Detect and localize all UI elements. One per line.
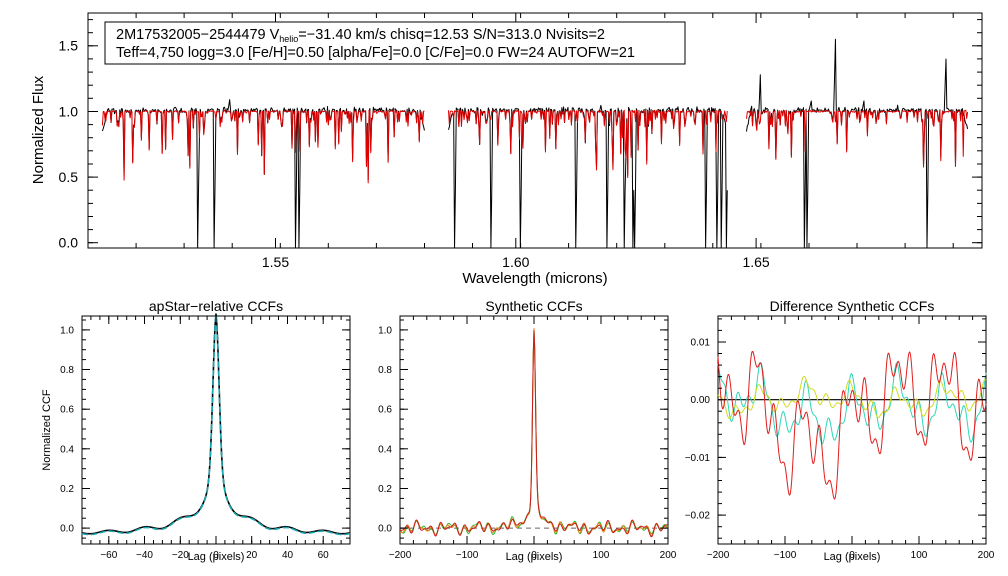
x-tick-label: 0 bbox=[849, 550, 855, 561]
spectrum-y-axis-label: Normalized Flux bbox=[30, 75, 47, 184]
y-tick-label: 1.0 bbox=[59, 103, 79, 119]
x-tick-label: −200 bbox=[707, 550, 730, 561]
y-tick-label: 0.8 bbox=[378, 365, 392, 376]
y-tick-label: 0.6 bbox=[60, 405, 74, 416]
synthetic-ccf-line-green bbox=[399, 328, 669, 536]
difference-ccf-marks bbox=[717, 350, 987, 500]
apstar-ccf-y-axis-label: Normalized CCF bbox=[41, 389, 53, 471]
synthetic-ccf-title: Synthetic CCFs bbox=[485, 298, 582, 314]
apstar-ccf-title: apStar−relative CCFs bbox=[149, 298, 283, 314]
difference-ccf-line-yellow bbox=[717, 375, 987, 420]
difference-ccf-panel: Difference Synthetic CCFs −200 −100 0 100 20… bbox=[685, 298, 995, 563]
observed-spectrum-chip-3 bbox=[745, 38, 969, 249]
synthetic-ccf-line-red bbox=[399, 330, 669, 538]
apstar-ccf-x-axis-label: Lag (pixels) bbox=[188, 551, 245, 563]
difference-ccf-x-axis-label: Lag (pixels) bbox=[824, 551, 881, 563]
synthetic-ccf-panel: Synthetic CCFs −200 −100 0 100 200 0.0 0.2 0.4 0… bbox=[378, 298, 677, 563]
synthetic-ccf-line-orange bbox=[399, 327, 669, 537]
synthetic-ccf-marks bbox=[399, 327, 669, 538]
difference-ccf-line-red bbox=[717, 350, 987, 500]
annotation-box bbox=[104, 21, 686, 65]
spectrum-ticks: 1.55 1.60 1.65 0.0 0.5 1.0 1.5 bbox=[59, 13, 982, 270]
y-tick-label: 0.0 bbox=[59, 235, 79, 251]
x-tick-label: 1.60 bbox=[502, 254, 529, 270]
y-tick-label: −0.01 bbox=[685, 453, 711, 464]
y-tick-label: 0.6 bbox=[378, 405, 392, 416]
y-tick-label: 0.4 bbox=[60, 444, 74, 455]
x-tick-label: −60 bbox=[100, 550, 117, 561]
y-tick-label: 1.0 bbox=[60, 325, 74, 336]
spectrum-plot-frame bbox=[87, 12, 983, 249]
difference-ccf-line-cyan bbox=[717, 362, 987, 445]
spectrum-x-axis-label: Wavelength (microns) bbox=[462, 270, 607, 287]
y-tick-label: 1.0 bbox=[378, 325, 392, 336]
synthetic-ccf-x-axis-label: Lag (pixels) bbox=[506, 551, 563, 563]
y-tick-label: 1.5 bbox=[59, 38, 79, 54]
y-tick-label: 0.0 bbox=[60, 524, 74, 535]
apstar-ccf-visit-line bbox=[81, 314, 351, 536]
y-tick-label: 0.8 bbox=[60, 365, 74, 376]
x-tick-label: 100 bbox=[593, 550, 610, 561]
difference-ccf-title: Difference Synthetic CCFs bbox=[770, 298, 935, 314]
x-tick-label: 200 bbox=[978, 550, 995, 561]
y-tick-label: −0.02 bbox=[685, 511, 711, 522]
observed-spectrum-chip-2 bbox=[447, 104, 728, 249]
x-tick-label: 20 bbox=[246, 550, 258, 561]
difference-ccf-plot-frame bbox=[717, 315, 987, 545]
model-spectrum-chip-2 bbox=[447, 109, 728, 179]
difference-ccf-ticks: −200 −100 0 100 200 −0.02 −0.01 0.00 0.01 bbox=[685, 316, 995, 561]
y-tick-label: 0.4 bbox=[378, 444, 392, 455]
synthetic-ccf-plot-frame bbox=[399, 315, 669, 545]
model-spectrum-chip-1 bbox=[101, 109, 425, 184]
x-tick-label: 200 bbox=[660, 550, 677, 561]
y-tick-label: 0.2 bbox=[60, 484, 74, 495]
x-tick-label: 1.65 bbox=[742, 254, 769, 270]
apstar-ccf-marks bbox=[81, 313, 351, 536]
annotation-line-2: Teff=4,750 logg=3.0 [Fe/H]=0.50 [alpha/F… bbox=[116, 45, 635, 61]
spectrum-marks bbox=[101, 38, 969, 249]
x-tick-label: 0 bbox=[531, 550, 537, 561]
x-tick-label: 1.55 bbox=[262, 254, 289, 270]
model-spectrum-chip-3 bbox=[745, 109, 969, 168]
y-tick-label: 0.00 bbox=[691, 395, 711, 406]
y-tick-label: 0.01 bbox=[691, 338, 711, 349]
x-tick-label: 40 bbox=[282, 550, 294, 561]
apstar-ccf-panel: apStar−relative CCFs −60 −40 −20 0 20 40 60 0.0… bbox=[41, 298, 351, 563]
apstar-ccf-line bbox=[81, 313, 351, 535]
y-tick-label: 0.2 bbox=[378, 484, 392, 495]
x-tick-label: −20 bbox=[172, 550, 189, 561]
apstar-ccf-ticks: −60 −40 −20 0 20 40 60 0.0 0.2 0.4 0.6 0.8 1.0 bbox=[60, 316, 351, 561]
x-tick-label: −200 bbox=[389, 550, 412, 561]
x-tick-label: 60 bbox=[318, 550, 330, 561]
x-tick-label: −100 bbox=[456, 550, 479, 561]
x-tick-label: −100 bbox=[774, 550, 797, 561]
y-tick-label: 0.5 bbox=[59, 169, 79, 185]
x-tick-label: 100 bbox=[911, 550, 928, 561]
spectrum-panel: 1.55 1.60 1.65 0.0 0.5 1.0 1.5 2M17532005−2544… bbox=[30, 12, 983, 287]
apstar-ccf-plot-frame bbox=[81, 315, 351, 545]
annotation-line-1: 2M17532005−2544479 Vhelio=−31.40 km/s ch… bbox=[116, 27, 605, 44]
synthetic-ccf-ticks: −200 −100 0 100 200 0.0 0.2 0.4 0.6 0.8 1.0 bbox=[378, 316, 677, 561]
y-tick-label: 0.0 bbox=[378, 524, 392, 535]
x-tick-label: 0 bbox=[213, 550, 219, 561]
x-tick-label: −40 bbox=[136, 550, 153, 561]
